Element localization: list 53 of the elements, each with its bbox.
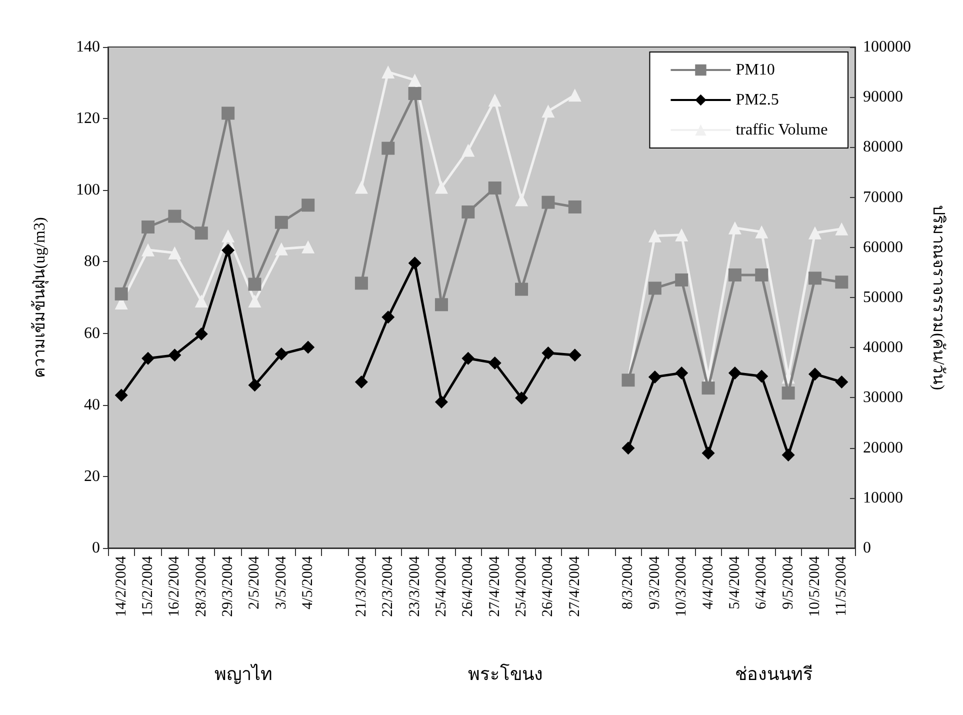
x-tick-label: 10/3/2004 <box>674 556 690 617</box>
x-tick-label: 14/2/2004 <box>113 556 130 617</box>
y-tick-label: 120 <box>76 110 100 128</box>
x-tick-label: 3/5/2004 <box>273 556 290 610</box>
y2-tick-label: 90000 <box>863 88 903 106</box>
x-tick-label: 9/3/2004 <box>646 556 663 610</box>
y2-tick-label: 80000 <box>863 138 903 156</box>
x-tick-label: 11/5/2004 <box>834 556 850 616</box>
y-tick-label: 0 <box>92 540 100 556</box>
text: พระโขนง <box>468 663 544 684</box>
y2-tick-label: 30000 <box>863 389 903 406</box>
x-tick-label: 27/4/2004 <box>566 556 583 617</box>
x-tick-label: 9/5/2004 <box>780 556 796 610</box>
x-tick-label: 25/4/2004 <box>514 556 530 617</box>
y2-tick-label: 20000 <box>863 439 903 456</box>
y2-tick-label: 50000 <box>863 289 903 306</box>
x-tick-label: 4/4/2004 <box>700 556 716 610</box>
y2-axis-title: ปริมาณจราจรรวม(คัน/วัน) <box>930 204 946 390</box>
x-tick-label: 10/5/2004 <box>806 556 823 617</box>
y2-tick-label: 10000 <box>863 489 903 506</box>
x-tick-label: 25/4/2004 <box>433 556 450 617</box>
y-tick-label: 20 <box>84 468 100 485</box>
x-tick-label: 2/5/2004 <box>246 556 263 610</box>
x-tick-label: 26/4/2004 <box>540 556 556 617</box>
x-tick-label: 29/3/2004 <box>220 556 236 617</box>
y-tick-label: 80 <box>84 253 100 270</box>
x-tick-label: 6/4/2004 <box>754 556 770 610</box>
x-tick-label: 4/5/2004 <box>300 556 316 610</box>
legend-label: PM10 <box>736 62 775 78</box>
text: พญาไท <box>214 663 273 684</box>
y-tick-label: 60 <box>84 324 100 342</box>
y-tick-label: 140 <box>76 38 100 56</box>
y2-tick-label: 70000 <box>863 188 903 206</box>
y-tick-label: 100 <box>76 182 100 199</box>
y2-tick-label: 0 <box>863 540 871 556</box>
x-tick-label: 21/3/2004 <box>353 556 370 617</box>
x-tick-label: 8/3/2004 <box>620 556 636 610</box>
y2-tick-label: 100000 <box>863 38 911 56</box>
x-tick-label: 23/3/2004 <box>406 556 423 617</box>
x-tick-label: 26/4/2004 <box>460 556 476 617</box>
y-axis-title: ความเข้มข้นฝุ่น(ug/m3) <box>30 217 50 378</box>
text: ช่องนนทรี <box>734 664 813 684</box>
y-tick-label: 40 <box>84 396 100 414</box>
x-tick-label: 5/4/2004 <box>726 556 743 610</box>
legend-label: traffic Volume <box>736 122 828 138</box>
x-tick-label: 22/3/2004 <box>380 556 396 617</box>
x-tick-label: 28/3/2004 <box>193 556 210 617</box>
x-tick-label: 15/2/2004 <box>140 556 156 617</box>
y2-tick-label: 40000 <box>863 339 903 356</box>
y2-tick-label: 60000 <box>863 238 903 256</box>
x-tick-label: 27/4/2004 <box>486 556 503 617</box>
x-tick-label: 16/2/2004 <box>166 556 183 617</box>
legend-label: PM2.5 <box>736 92 779 108</box>
